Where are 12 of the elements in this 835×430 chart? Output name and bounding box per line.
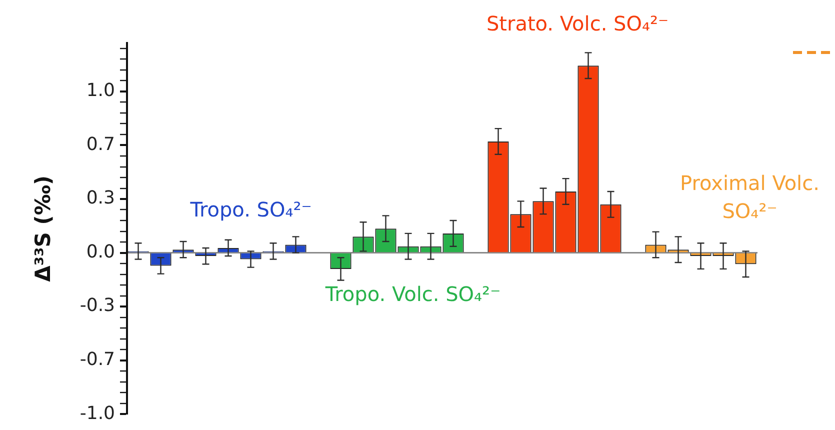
series-label: Proximal Volc. SO₄²⁻ xyxy=(680,170,820,223)
y-tick-label: -0.7 xyxy=(80,349,115,370)
text: Strato. Volc. SO₄²⁻ xyxy=(486,12,669,36)
y-tick-label: 0.7 xyxy=(86,134,115,155)
y-tick-label: 0.3 xyxy=(86,188,115,209)
y-tick-label: -1.0 xyxy=(80,402,115,424)
y-tick-label: -0.3 xyxy=(80,295,115,316)
series-label: Tropo. Volc. SO₄²⁻ xyxy=(324,282,501,306)
series-label: Tropo. SO₄²⁻ xyxy=(189,198,312,222)
y-axis-title: Δ³³S (‰) xyxy=(31,175,56,282)
y-tick-label: 0.0 xyxy=(86,241,115,262)
y-tick-label: 1.0 xyxy=(86,80,115,102)
